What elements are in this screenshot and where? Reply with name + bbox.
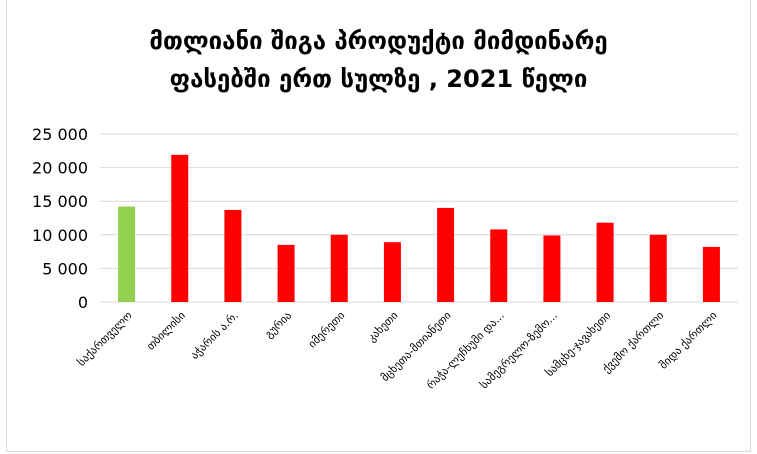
- category-label: საქართველო: [75, 309, 135, 369]
- chart-title: მთლიანი შიგა პროდუქტი მიმდინარე ფასებში …: [0, 22, 757, 98]
- bar: [171, 154, 189, 302]
- bar: [702, 246, 720, 302]
- bar: [437, 207, 455, 302]
- y-tick-label: 10 000: [32, 226, 88, 245]
- y-tick-label: 20 000: [32, 159, 88, 178]
- category-label: აჭარის ა.რ.: [188, 309, 241, 362]
- y-tick-label: 25 000: [32, 125, 88, 144]
- bar: [649, 234, 667, 302]
- category-label: გურია: [262, 309, 294, 341]
- bar: [383, 242, 401, 302]
- chart-title-line-2: ფასებში ერთ სულზე , 2021 წელი: [169, 65, 588, 93]
- bar: [543, 235, 561, 302]
- bar: [277, 244, 295, 302]
- category-label: იმერეთი: [306, 309, 348, 351]
- bar: [490, 229, 508, 302]
- category-label: კახეთი: [365, 309, 401, 345]
- y-tick-label: 15 000: [32, 192, 88, 211]
- y-tick-label: 5 000: [42, 259, 88, 278]
- bar: [224, 209, 242, 302]
- bar: [330, 234, 348, 302]
- chart-frame: [6, 0, 751, 452]
- y-tick-label: 0: [78, 293, 88, 312]
- chart-title-line-1: მთლიანი შიგა პროდუქტი მიმდინარე: [149, 27, 608, 55]
- bar: [118, 206, 136, 302]
- category-label: თბილისი: [144, 309, 188, 353]
- bar: [596, 222, 614, 302]
